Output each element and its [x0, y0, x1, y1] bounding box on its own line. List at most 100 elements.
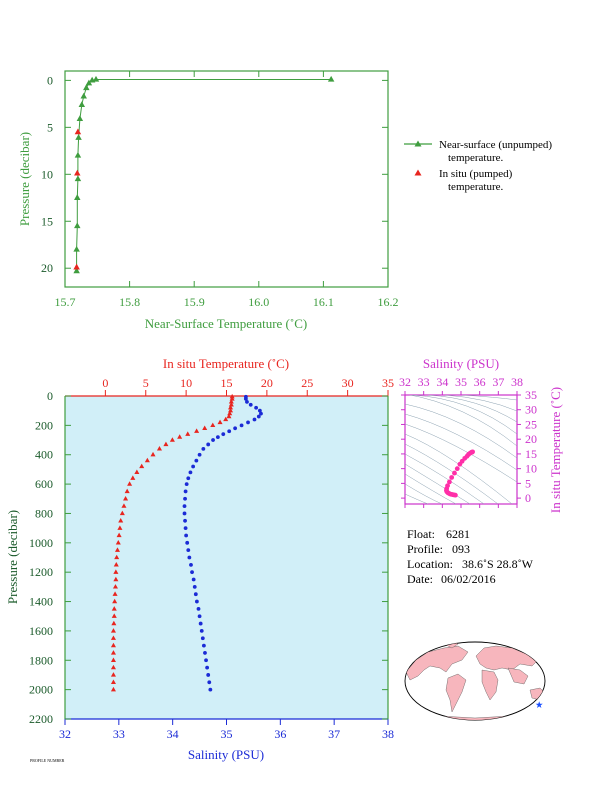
temperature-point — [111, 613, 117, 618]
pressure-axis-label: Pressure (decibar) — [5, 510, 20, 604]
salinity-point — [186, 548, 191, 553]
ts-x-tick-label: 36 — [474, 375, 486, 389]
salinity-point — [186, 476, 191, 481]
near-surface-y-tick-label: 20 — [41, 261, 53, 275]
date-value: 06/02/2016 — [441, 572, 496, 586]
temperature-point — [229, 396, 235, 401]
salinity-point — [197, 614, 202, 619]
salinity-point — [191, 577, 196, 582]
pressure-tick-label: 800 — [35, 506, 53, 520]
salinity-point — [192, 584, 197, 589]
salinity-point — [211, 438, 215, 442]
temperature-point — [123, 495, 129, 501]
temperature-point — [113, 576, 119, 582]
salinity-tick-label: 38 — [382, 727, 394, 741]
near-surface-y-tick-label: 5 — [47, 120, 53, 134]
temperature-point — [223, 416, 229, 422]
temperature-tick-label: 15 — [221, 376, 233, 390]
salinity-point — [259, 411, 263, 416]
profile-number: 093 — [452, 542, 470, 556]
salinity-tick-label: 37 — [328, 727, 340, 741]
temperature-point — [227, 410, 233, 416]
salinity-point — [254, 405, 259, 410]
pressure-tick-label: 400 — [35, 448, 53, 462]
temperature-point — [177, 434, 183, 439]
pressure-tick-label: 1400 — [29, 595, 53, 609]
near-surface-point — [88, 76, 96, 83]
near-surface-point — [74, 194, 81, 200]
profile-plot-background — [65, 396, 388, 719]
ts-y-tick-label: 30 — [525, 403, 537, 417]
temperature-point — [163, 441, 169, 447]
near-surface-y-axis-label: Pressure (decibar) — [17, 132, 32, 226]
salinity-point — [201, 643, 206, 648]
temperature-point — [118, 517, 124, 523]
temperature-point — [110, 664, 116, 670]
location-value: 38.6˚S 28.8˚W — [462, 557, 534, 571]
temperature-point — [110, 650, 116, 655]
salinity-point — [246, 420, 250, 425]
salinity-point — [227, 429, 232, 434]
temperature-point — [112, 598, 118, 604]
salinity-point — [188, 470, 193, 475]
near-surface-x-tick-label: 15.7 — [55, 295, 76, 309]
temperature-point — [228, 399, 234, 404]
temperature-point — [110, 628, 116, 633]
ts-point — [447, 479, 452, 485]
salinity-point — [256, 414, 261, 419]
near-surface-x-axis-label: Near-Surface Temperature (˚C) — [145, 316, 307, 331]
ts-y-tick-label: 10 — [525, 462, 537, 476]
salinity-point — [197, 452, 202, 457]
temperature-point — [110, 642, 116, 648]
profile-chart: 0 5 10 15 20 25 30 35 32 33 34 35 36 37 38 0 200 400 600… — [5, 356, 394, 762]
in-situ-point — [73, 263, 80, 270]
salinity-point — [182, 511, 187, 516]
near-surface-x-ticks: 15.7 15.8 15.9 16.0 16.1 16.2 — [55, 71, 399, 309]
near-surface-y-tick-label: 15 — [41, 214, 53, 228]
ts-y-tick-label: 35 — [525, 388, 537, 402]
in-situ-point — [74, 128, 82, 135]
temperature-tick-label: 0 — [102, 376, 108, 390]
salinity-point — [187, 555, 192, 560]
temperature-point — [130, 475, 136, 480]
near-surface-chart: 15.7 15.8 15.9 16.0 16.1 16.2 0 5 10 15 20 Near-S… — [17, 70, 552, 331]
temperature-tick-label: 20 — [261, 376, 273, 390]
ts-density-contours — [405, 395, 517, 504]
near-surface-y-ticks: 0 5 10 15 20 — [41, 73, 388, 275]
salinity-point — [252, 417, 257, 422]
near-surface-plot-frame — [64, 70, 389, 288]
pressure-tick-label: 2000 — [29, 683, 53, 697]
ts-y-tick-label: 5 — [525, 476, 531, 490]
salinity-point — [207, 680, 212, 685]
pressure-tick-label: 200 — [35, 418, 53, 432]
near-surface-point — [78, 101, 86, 107]
ts-y-tick-label: 20 — [525, 432, 537, 446]
legend-green-label-line-1: Near-surface (unpumped) — [439, 139, 552, 151]
near-surface-series-line — [76, 79, 332, 271]
near-surface-point — [74, 151, 82, 158]
map-star-icon — [535, 701, 543, 708]
near-surface-point — [92, 75, 100, 82]
temperature-point — [124, 488, 130, 494]
temperature-point — [228, 404, 234, 410]
temperature-point — [117, 525, 123, 530]
near-surface-y-tick-label: 10 — [41, 167, 53, 181]
temperature-point — [228, 402, 234, 407]
near-surface-point — [76, 115, 84, 122]
temperature-tick-label: 5 — [143, 376, 149, 390]
temperature-point — [116, 532, 122, 538]
salinity-point — [183, 518, 187, 523]
salinity-point — [200, 636, 205, 641]
salinity-point — [204, 658, 208, 663]
pressure-tick-label: 600 — [35, 477, 53, 491]
ts-point — [470, 449, 475, 455]
temperature-point — [110, 686, 116, 692]
ts-y-tick-label: 15 — [525, 447, 537, 461]
salinity-point — [198, 621, 203, 626]
temperature-point — [112, 591, 118, 596]
salinity-point — [205, 665, 210, 670]
temperature-tick-label: 10 — [180, 376, 192, 390]
temperature-point — [217, 419, 223, 425]
